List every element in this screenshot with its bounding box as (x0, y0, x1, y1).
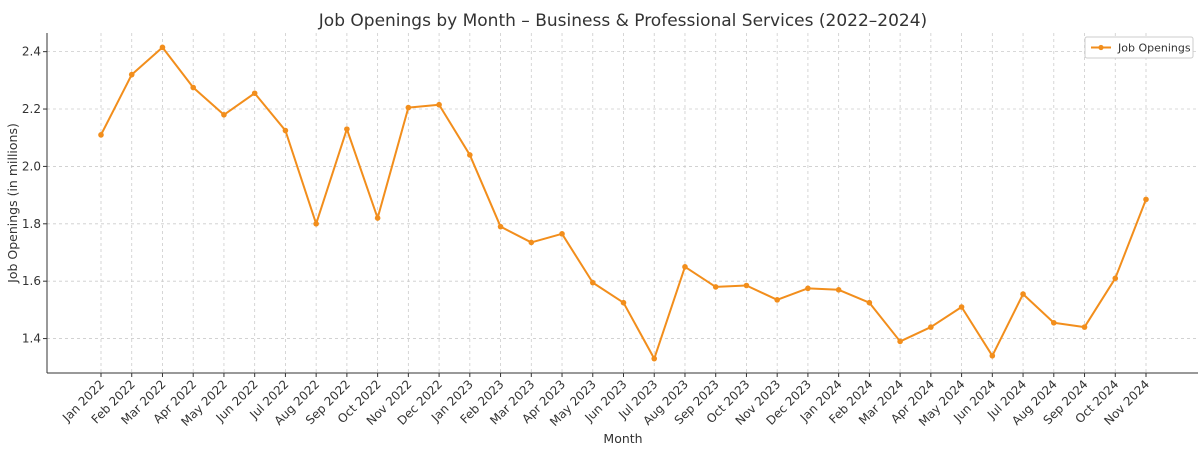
data-point (989, 352, 996, 359)
data-point (928, 324, 934, 330)
y-tick-label: 2.4 (22, 45, 41, 59)
y-tick-label: 1.4 (22, 332, 41, 346)
data-point (559, 231, 565, 237)
data-point (958, 304, 965, 310)
data-point (1143, 196, 1149, 203)
data-point (344, 126, 350, 132)
data-point (1081, 324, 1088, 330)
y-tick-label: 2.0 (22, 159, 41, 173)
data-point (805, 285, 811, 292)
data-point (159, 44, 166, 51)
data-point (866, 299, 873, 306)
y-tick-label: 1.6 (22, 274, 41, 288)
data-point (313, 221, 319, 227)
data-point (467, 152, 473, 158)
data-point (1050, 319, 1057, 326)
data-point (436, 101, 442, 108)
grid-lines (47, 33, 1198, 373)
data-point (282, 127, 289, 134)
y-tick-label: 2.2 (22, 102, 41, 116)
data-point (128, 71, 135, 78)
data-point (1112, 275, 1119, 282)
data-point (651, 355, 658, 362)
legend-box (1084, 36, 1194, 59)
legend-label-job-openings: Job Openings (1117, 42, 1191, 55)
data-point (405, 104, 412, 111)
data-point (190, 84, 197, 91)
data-point (374, 215, 381, 221)
data-point (1020, 291, 1026, 297)
legend: Job Openings (1084, 36, 1194, 59)
data-point (497, 223, 504, 230)
data-point (774, 297, 780, 303)
data-point (835, 286, 842, 293)
legend-marker-swatch (1098, 44, 1104, 51)
data-point (620, 299, 627, 306)
x-axis-label: Month (603, 431, 642, 446)
axes (43, 33, 1198, 377)
data-point (98, 132, 104, 138)
data-point (221, 111, 227, 118)
data-point (743, 282, 750, 289)
data-point (589, 279, 596, 286)
series-job-openings (98, 44, 1149, 362)
y-axis-label: Job Openings (in millions) (5, 123, 20, 284)
data-point (682, 264, 688, 270)
data-point (251, 90, 258, 97)
chart-title: Job Openings by Month – Business & Profe… (318, 11, 927, 31)
data-point (528, 239, 535, 246)
data-point (712, 284, 719, 290)
y-tick-label: 1.8 (22, 217, 41, 231)
data-point (897, 338, 903, 345)
